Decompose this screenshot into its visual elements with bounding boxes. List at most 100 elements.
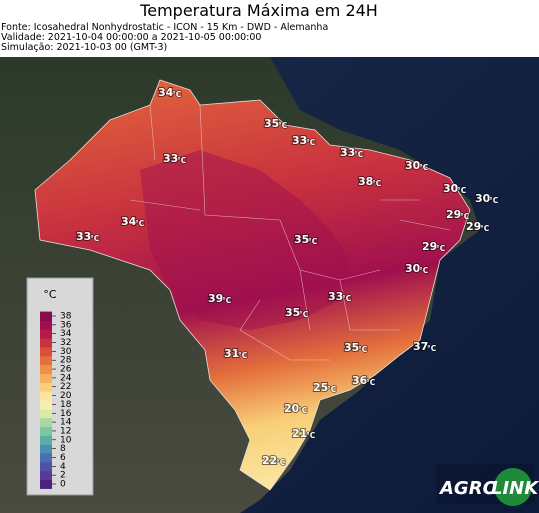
temp-label: 25 [313,381,328,394]
temp-unit: °C [457,186,467,195]
temp-unit: °C [177,156,187,165]
colorbar-swatch [40,417,52,428]
temp-unit: °C [436,244,446,253]
colorbar-box [26,277,94,496]
colorbar-tick-label: 18 [60,400,72,410]
temp-label: 36 [352,374,368,387]
info-line: Simulação: 2021-10-03 00 (GMT-3) [1,42,167,53]
temp-label: 39 [208,292,223,305]
logo: AGRO LINK [436,464,539,506]
colorbar-swatch [40,364,52,374]
temp-unit: °C [480,224,490,233]
temp-label: 33 [163,152,178,165]
colorbar-tick-label: 0 [60,480,66,490]
colorbar-tick-label: 14 [60,418,72,428]
labels: 34°C35°C33°C33°C33°C30°C38°C 30°C30°C29°C… [75,85,500,468]
temp-label: 30 [443,182,459,195]
temp-unit: °C [489,196,499,205]
colorbar-swatch [40,470,52,481]
colorbar-tick-label: 12 [60,426,71,436]
colorbar-swatch [40,391,52,401]
temp-label: 34 [121,215,137,228]
colorbar-title: °C [43,288,57,301]
state-borders [129,104,451,361]
temp-label: 22 [262,454,277,467]
temp-label: 30 [405,262,421,275]
temp-label: 33 [76,230,91,243]
temp-unit: °C [276,458,286,467]
temp-label: 30 [475,192,491,205]
title: Temperatura Máxima em 24H [139,1,378,20]
colorbar-swatch [40,355,52,366]
temp-unit: °C [460,212,470,221]
temp-label: 33 [292,134,307,147]
temp-label: 35 [294,233,309,246]
temp-unit: °C [419,163,429,172]
colorbar-tick-label: 20 [60,391,72,401]
colorbar-tick-label: 38 [60,312,72,322]
temp-label: 20 [284,402,300,415]
colorbar-swatch [40,408,52,419]
colorbar-tick-label: 2 [60,471,66,481]
colorbar-tick-label: 36 [60,320,72,330]
header-bg [0,0,539,57]
temp-label: 30 [405,159,421,172]
colorbar-swatch [40,426,52,436]
logo-circle [494,468,532,506]
temp-label: 35 [344,341,359,354]
colorbar-tick-label: 32 [60,338,71,348]
temp-unit: °C [327,385,337,394]
info-line: Fonte: Icosahedral Nonhydrostatic - ICON… [1,22,328,33]
colorbar-swatch [40,453,52,463]
temp-label: 35 [285,306,300,319]
temp-unit: °C [222,296,232,305]
temp-unit: °C [342,294,352,303]
temp-unit: °C [135,219,145,228]
colorbar-tick-label: 24 [60,373,72,383]
colorbar-tick-label: 6 [60,453,66,463]
temp-label: 33 [328,290,343,303]
colorbar-swatch [40,311,52,321]
temp-label: 33 [340,146,355,159]
colorbar-swatch [40,329,52,339]
temp-unit: °C [366,378,376,387]
info-line: Validade: 2021-10-04 00:00:00 a 2021-10-… [1,32,261,43]
colorbar-swatch [40,346,52,357]
temp-unit: °C [372,179,382,188]
colorbar-swatch [40,382,52,392]
temp-unit: °C [299,310,309,319]
temp-unit: °C [354,150,364,159]
logo-text: LINK [491,478,539,499]
temp-unit: °C [308,237,318,246]
colorbar-swatch [40,444,52,454]
colorbar-swatch [40,320,52,330]
temp-label: 29 [466,220,481,233]
temp-unit: °C [90,234,100,243]
colorbar-tick-label: 28 [60,356,72,366]
temp-label: 21 [292,427,307,440]
temp-unit: °C [298,406,308,415]
temp-unit: °C [306,431,316,440]
colorbar-tick-label: 30 [60,347,72,357]
colorbar-swatch [40,479,52,489]
colorbar-tick-label: 26 [60,365,72,375]
temp-label: 37 [413,340,428,353]
temp-label: 31 [224,347,239,360]
temp-label: 29 [422,240,437,253]
colorbar-swatch [40,435,52,445]
colorbar-swatch [40,373,52,383]
temp-unit: °C [427,344,437,353]
logo-text: AGRO [438,478,498,499]
colorbar-tick-label: 22 [60,382,71,392]
colorbar-swatch [40,338,52,348]
temp-unit: °C [358,345,368,354]
temp-label: 34 [158,86,174,99]
colorbar-tick-label: 4 [60,462,66,472]
temp-label: 38 [358,175,373,188]
temp-unit: °C [306,138,316,147]
colorbar-tick-label: 8 [60,444,66,454]
colorbar-swatch [40,400,52,410]
temp-label: 29 [446,208,461,221]
